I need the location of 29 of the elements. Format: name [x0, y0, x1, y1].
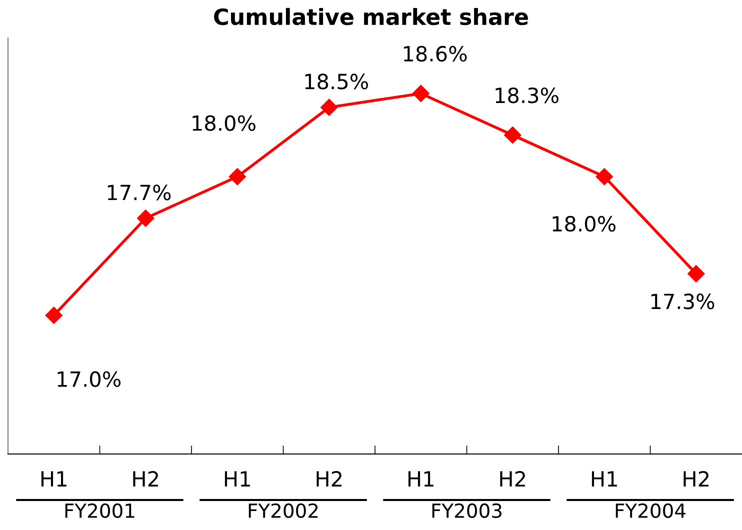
x-tick-label: H2: [500, 471, 525, 486]
data-label: 17.0%: [58, 371, 121, 388]
data-label: 18.3%: [496, 87, 558, 104]
point: [596, 168, 613, 186]
text: FY2003: [432, 503, 502, 518]
point: [228, 168, 246, 186]
point: [320, 98, 338, 116]
data-label: 18.0%: [552, 216, 616, 232]
text: FY2001: [65, 503, 134, 518]
chart-title: Cumulative market share: [214, 8, 528, 26]
x-tick-label: H2: [684, 471, 708, 486]
text: FY2002: [248, 503, 318, 518]
point: [45, 306, 62, 324]
data-label: 17.3%: [651, 294, 714, 310]
point: [412, 84, 430, 102]
point: [137, 210, 154, 227]
data-label: 18.0%: [192, 115, 256, 131]
x-tick-label: H1: [41, 471, 66, 486]
text: FY2004: [616, 503, 686, 518]
x-tick-label: H2: [133, 471, 158, 486]
data-label: 18.6%: [404, 46, 467, 62]
x-tick-label: H2: [316, 471, 342, 486]
data-label: 17.7%: [108, 184, 171, 200]
point: [504, 126, 522, 144]
point: [688, 265, 705, 282]
data-label: 18.5%: [305, 74, 368, 90]
x-tick-label: H1: [408, 471, 434, 486]
x-tick-label: H1: [592, 471, 617, 486]
x-tick-label: H1: [224, 471, 250, 486]
